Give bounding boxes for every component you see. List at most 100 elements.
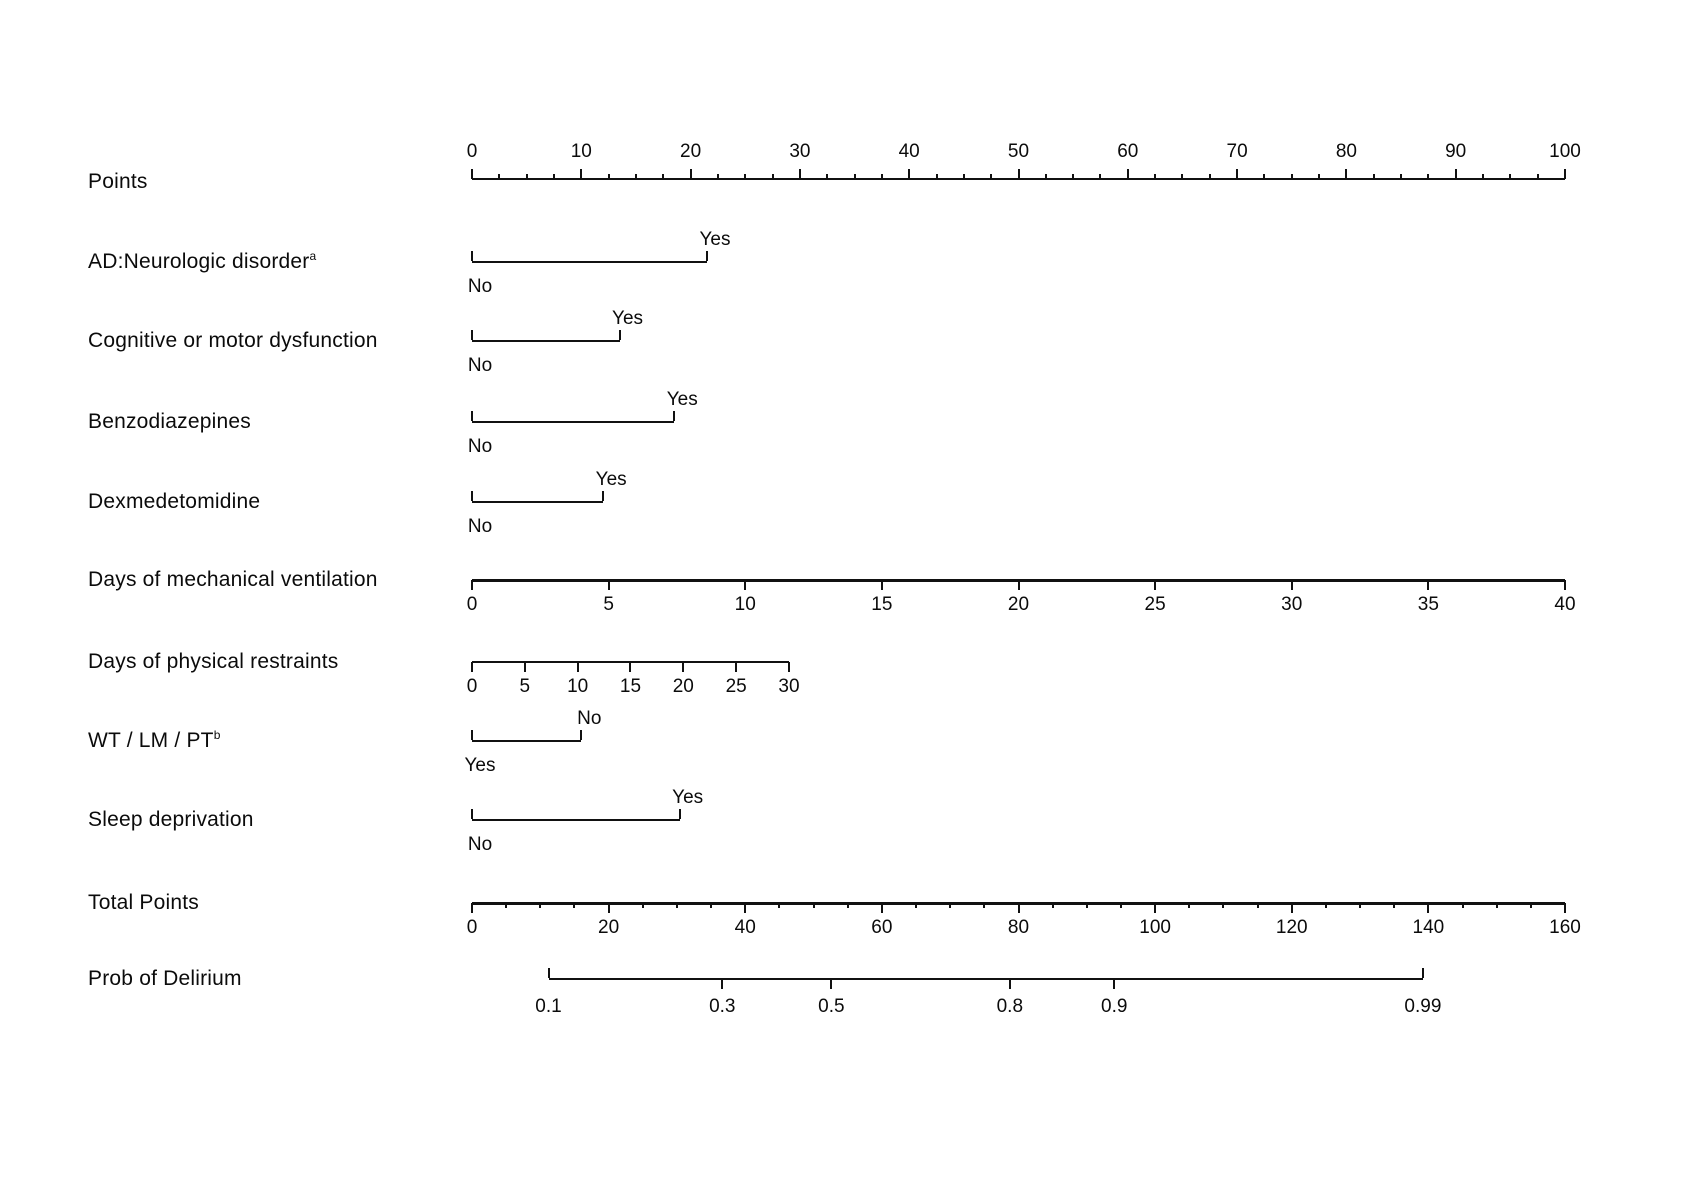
total-points-minor-tick [846,903,849,908]
points-minor-tick [1208,174,1211,179]
total-points-tick [1017,903,1020,913]
cognitive-or-motor-dysfunction-high-tick [618,330,621,340]
points-minor-tick [1536,174,1539,179]
points-tick-label: 100 [1549,141,1581,162]
benzodiazepines-low-label: No [467,436,493,457]
points-tick-label: 80 [1335,141,1357,162]
points-minor-tick [1181,174,1184,179]
points-minor-tick [1044,174,1047,179]
days-of-mechanical-ventilation-tick [1427,580,1430,590]
points-tick [1236,169,1239,179]
footnote-marker: a [309,249,317,263]
wt-lm-pt-axis-line [472,740,582,742]
ad-neurologic-disorder-high-label: Yes [699,229,731,250]
days-of-physical-restraints-tick [735,662,738,672]
wt-lm-pt-high-tick [580,730,583,740]
points-minor-tick [525,174,528,179]
days-of-mechanical-ventilation-tick-label: 15 [871,594,893,615]
points-minor-tick [1318,174,1321,179]
sleep-deprivation-axis-line [472,819,680,821]
points-tick [580,169,583,179]
points-tick [1564,169,1566,179]
points-tick [1017,169,1020,179]
days-of-physical-restraints-tick [576,662,579,672]
total-points-minor-tick [812,903,815,908]
points-minor-tick [1154,174,1157,179]
days-of-physical-restraints-tick-label: 20 [672,676,694,697]
total-points-minor-tick [949,903,952,908]
total-points-tick [471,903,473,913]
days-of-mechanical-ventilation-tick [744,580,747,590]
days-of-physical-restraints-tick-label: 15 [619,676,642,697]
total-points-minor-tick [1256,903,1259,908]
sleep-deprivation-high-tick [678,809,681,819]
row-label-text: Prob of Delirium [88,967,242,990]
wt-lm-pt-low-label: Yes [464,755,496,776]
prob-of-delirium-tick-label: 0.3 [709,996,736,1017]
points-minor-tick [634,174,637,179]
days-of-mechanical-ventilation-tick [607,580,610,590]
total-points-tick-label: 100 [1139,917,1171,938]
days-of-physical-restraints-tick-label: 25 [725,676,747,697]
points-minor-tick [1482,174,1485,179]
row-label-text: Total Points [88,891,199,914]
total-points-tick [880,903,883,913]
total-points-minor-tick [1119,903,1122,908]
points-minor-tick [880,174,883,179]
total-points-tick-label: 60 [871,917,893,938]
benzodiazepines-low-tick [471,411,473,421]
points-minor-tick [498,174,501,179]
prob-of-delirium-tick [721,979,724,989]
points-minor-tick [1263,174,1266,179]
days-of-mechanical-ventilation-tick [471,580,473,590]
row-label-text: Points [88,170,148,193]
row-label-text: Cognitive or motor dysfunction [88,329,378,352]
total-points-tick [1427,903,1430,913]
total-points-tick-label: 40 [734,917,756,938]
dexmedetomidine-high-label: Yes [595,469,627,490]
points-minor-tick [662,174,665,179]
prob-of-delirium-tick-label: 0.8 [996,996,1024,1017]
sleep-deprivation-high-label: Yes [672,787,704,808]
total-points-minor-tick [505,903,508,908]
days-of-mechanical-ventilation-tick [1154,580,1157,590]
total-points-minor-tick [983,903,986,908]
points-minor-tick [1427,174,1430,179]
points-tick [1345,169,1348,179]
sleep-deprivation-low-label: No [467,834,493,855]
ad-neurologic-disorder-high-tick [705,251,708,261]
prob-of-delirium-tick-label: 0.9 [1101,996,1128,1017]
footnote-marker: b [213,728,221,742]
total-points-tick-label: 160 [1549,917,1581,938]
total-points-tick [1154,903,1157,913]
row-label-sleep-deprivation: Sleep deprivation [88,808,254,832]
days-of-mechanical-ventilation-tick-label: 10 [734,594,756,615]
prob-of-delirium-tick [1113,979,1116,989]
row-label-benzodiazepines: Benzodiazepines [88,410,251,434]
points-tick-label: 10 [570,141,592,162]
points-tick [689,169,692,179]
days-of-mechanical-ventilation-tick-label: 25 [1144,594,1166,615]
points-tick [908,169,911,179]
total-points-tick-label: 80 [1007,917,1030,938]
total-points-minor-tick [1051,903,1054,908]
prob-of-delirium-tick-label: 0.5 [818,996,845,1017]
benzodiazepines-high-tick [673,411,676,421]
points-minor-tick [1072,174,1075,179]
benzodiazepines-axis-line [472,421,675,423]
points-tick-label: 30 [789,141,811,162]
total-points-tick-label: 20 [598,917,620,938]
row-label-days-of-mechanical-ventilation: Days of mechanical ventilation [88,568,378,592]
total-points-minor-tick [1393,903,1396,908]
row-label-ad-neurologic-disorder: AD:Neurologic disordera [88,250,316,274]
total-points-minor-tick [1324,903,1327,908]
total-points-minor-tick [641,903,644,908]
points-minor-tick [990,174,993,179]
days-of-physical-restraints-tick [682,662,685,672]
points-tick-label: 90 [1445,141,1467,162]
days-of-mechanical-ventilation-tick-label: 20 [1007,594,1030,615]
days-of-physical-restraints-tick-label: 0 [466,676,478,697]
total-points-tick [1564,903,1566,913]
cognitive-or-motor-dysfunction-high-label: Yes [612,308,644,329]
